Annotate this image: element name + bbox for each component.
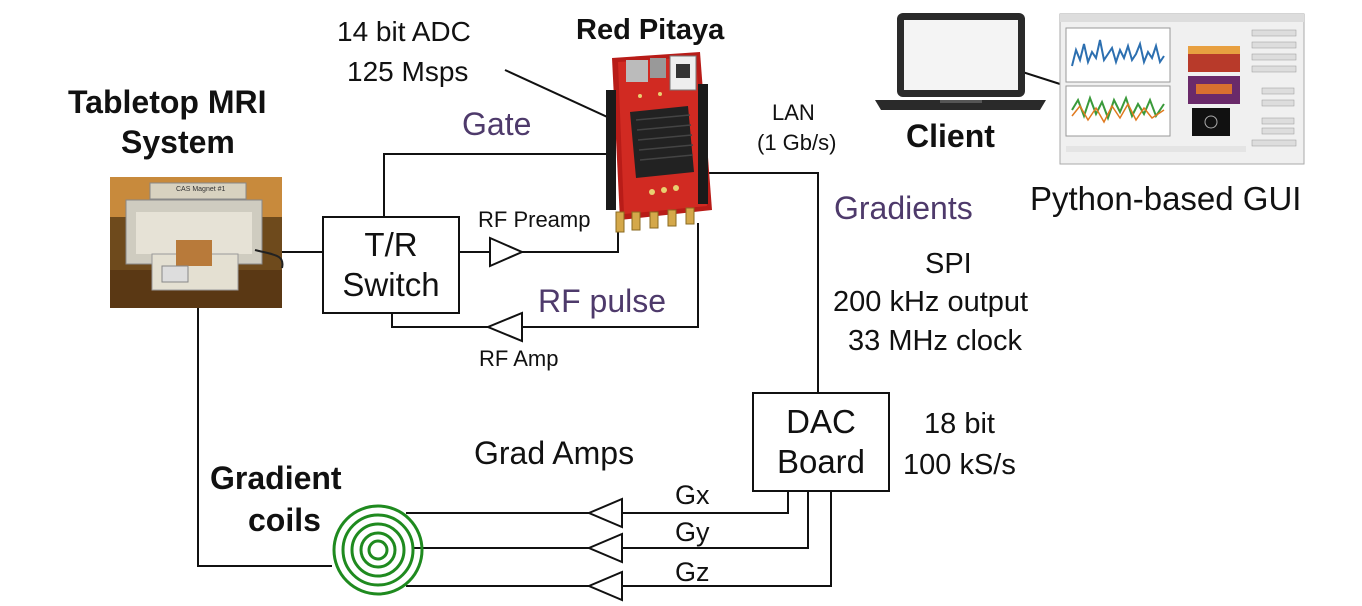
rf-amp-triangle-icon bbox=[485, 311, 523, 343]
rf-preamp-triangle-icon bbox=[489, 236, 525, 268]
tabletop-mri-title-line1: Tabletop MRI bbox=[68, 84, 267, 120]
gx-amp-triangle-icon bbox=[586, 497, 623, 529]
tr-switch-label-line2: Switch bbox=[342, 266, 440, 303]
dac-rate-label: 100 kS/s bbox=[903, 449, 1016, 481]
red-pitaya-title: Red Pitaya bbox=[576, 14, 725, 46]
lan-speed-label: (1 Gb/s) bbox=[757, 130, 837, 155]
dac-board-box: DAC Board bbox=[752, 392, 890, 492]
gradient-coils-title-line1: Gradient bbox=[210, 460, 342, 496]
adc-bits-label: 14 bit ADC bbox=[337, 16, 471, 47]
spi-output-label: 200 kHz output bbox=[833, 286, 1029, 318]
gx-label: Gx bbox=[675, 480, 710, 510]
tabletop-mri-title-line2: System bbox=[121, 124, 235, 160]
gy-label: Gy bbox=[675, 517, 710, 547]
rf-pulse-label: RF pulse bbox=[538, 283, 667, 319]
dac-bits-label: 18 bit bbox=[924, 408, 995, 440]
dac-board-label-line1: DAC bbox=[786, 403, 856, 441]
gy-amp-triangle-icon bbox=[586, 532, 623, 564]
spi-clock-label: 33 MHz clock bbox=[848, 325, 1023, 357]
gui-screenshot bbox=[1059, 13, 1305, 165]
python-gui-label: Python-based GUI bbox=[1030, 180, 1302, 217]
red-pitaya-board-image bbox=[606, 52, 712, 233]
gz-label: Gz bbox=[675, 557, 710, 587]
dac-board-label-line2: Board bbox=[776, 443, 866, 480]
grad-amps-label: Grad Amps bbox=[474, 435, 635, 471]
lan-label: LAN bbox=[772, 100, 815, 125]
gz-amp-triangle-icon bbox=[586, 570, 623, 602]
mri-system-photo bbox=[110, 177, 284, 308]
gradient-coil-icon bbox=[332, 504, 424, 596]
gradients-label: Gradients bbox=[834, 190, 973, 226]
gradient-coils-title-line2: coils bbox=[248, 502, 321, 538]
connection-wires bbox=[197, 51, 1061, 587]
spi-label: SPI bbox=[925, 248, 972, 280]
tr-switch-box: T/R Switch bbox=[322, 216, 460, 314]
client-label: Client bbox=[906, 118, 995, 154]
laptop-icon bbox=[875, 13, 1046, 110]
gate-label: Gate bbox=[462, 106, 532, 142]
tr-switch-label-line1: T/R bbox=[364, 226, 418, 264]
rf-amp-label: RF Amp bbox=[479, 346, 559, 371]
rf-preamp-label: RF Preamp bbox=[478, 207, 591, 232]
adc-rate-label: 125 Msps bbox=[347, 56, 469, 87]
magnet-plate-label: CAS Magnet #1 bbox=[176, 186, 226, 193]
